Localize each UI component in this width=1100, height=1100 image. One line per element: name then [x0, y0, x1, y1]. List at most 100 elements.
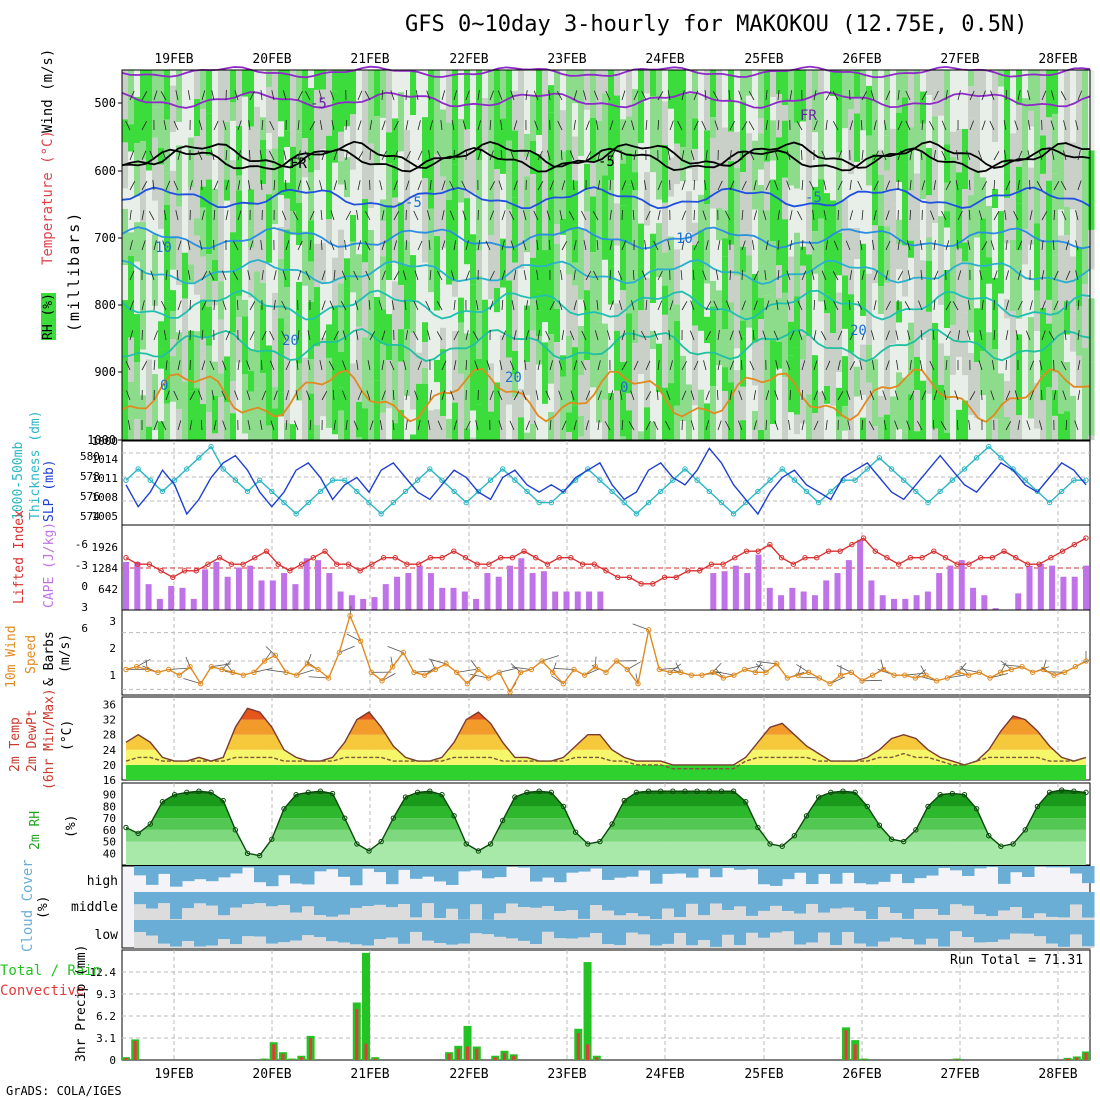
cloud-bar [710, 892, 723, 904]
wind-barb [957, 210, 963, 221]
wind-barb [269, 330, 275, 341]
rh-cell [356, 226, 363, 255]
rh-cell [170, 236, 177, 270]
rh-cell [176, 70, 183, 122]
cloud-bar [458, 866, 471, 872]
rh-cell [440, 248, 447, 328]
wind-barb [558, 360, 563, 371]
rh-cell [542, 403, 549, 440]
rh-cell [194, 263, 201, 295]
rh-cell [830, 96, 837, 168]
cloud-level-label: high [87, 874, 118, 889]
rh-cell [782, 70, 789, 106]
cloud-bar [698, 866, 711, 869]
slp-panel [121, 440, 1091, 526]
rh-cell [248, 70, 255, 127]
rh-cell [266, 262, 273, 346]
rh-cell [908, 127, 915, 191]
wind-barb [1005, 270, 1009, 281]
rh-cell [560, 280, 567, 356]
cloud-bar [482, 892, 495, 920]
wind-barb [260, 90, 263, 101]
cloud-bar [686, 892, 699, 904]
wind-barb [609, 240, 613, 251]
wind-barb [200, 419, 203, 431]
rh-cell [764, 210, 771, 296]
wind-barb [261, 359, 263, 371]
rh-cell [548, 383, 555, 412]
wind-barb [381, 120, 386, 131]
wind-barb [774, 390, 779, 401]
wind-barb [305, 180, 311, 191]
rh-cell [530, 423, 537, 440]
rh-cell [920, 199, 927, 261]
lifted-index-line-marker [1013, 554, 1019, 561]
rh-cell [1052, 173, 1059, 256]
wind-barb [436, 331, 443, 341]
rh-cell [926, 148, 933, 196]
rh-cell [1028, 110, 1035, 127]
cloud-bar [974, 866, 987, 869]
rh-cell [590, 117, 597, 163]
rh-cell [1046, 70, 1053, 118]
rh-cell [728, 131, 735, 162]
wind-barb [1017, 240, 1023, 251]
rh-cell [356, 70, 363, 105]
rh-cell [476, 275, 483, 359]
rh-cell [584, 290, 591, 361]
cloud-gap [446, 908, 459, 920]
rh-cell [980, 395, 987, 440]
cloud-bar [374, 892, 387, 905]
cape-bar [427, 573, 434, 610]
rh-cell [476, 126, 483, 161]
rh-band [126, 829, 1086, 842]
wind-barb [748, 121, 755, 131]
rh-cell [776, 368, 783, 440]
wind-barb [369, 330, 376, 341]
wind-barb [991, 360, 995, 371]
wind10-label-3: & Barbs [42, 631, 57, 686]
wind-barb [545, 390, 551, 401]
rh-cell [842, 128, 849, 200]
rh-cell [272, 347, 279, 388]
cloud-bar [422, 866, 435, 877]
wind-barb [681, 360, 687, 371]
wind-barb [632, 210, 635, 221]
wind-barb [511, 300, 515, 311]
wind-barb [573, 120, 576, 131]
wind-barb [657, 210, 661, 221]
wind-barb [510, 150, 515, 161]
rh-cell [236, 70, 243, 127]
rh-cell [596, 373, 603, 423]
wind-barb [861, 210, 864, 221]
rh-cell [842, 328, 849, 357]
rh-cell [200, 207, 207, 257]
rh-cell [338, 283, 345, 352]
wind-barb [211, 90, 215, 101]
wind-barb [425, 300, 431, 311]
rh-cell [1058, 235, 1065, 311]
rh-cell [578, 415, 585, 437]
rh-cell [722, 391, 729, 440]
wind-barb [1041, 90, 1047, 101]
rh-cell [932, 428, 939, 440]
rh-cell [308, 301, 315, 334]
rh-cell [410, 409, 417, 435]
rh-cell [782, 177, 789, 220]
cloud-bar [530, 866, 543, 882]
rh-cell [866, 70, 873, 86]
rh-cell [1022, 98, 1029, 153]
lifted-index-line-marker [205, 561, 211, 567]
wind-barb [149, 150, 155, 161]
rh-cell [140, 70, 147, 95]
rh-cell [536, 70, 543, 136]
thickness-line-marker [147, 477, 154, 483]
wind-barb [872, 240, 875, 251]
wind-barb [930, 210, 935, 221]
wind-barb [667, 150, 671, 161]
rh-cell [734, 275, 741, 349]
wind-barb [282, 270, 287, 281]
wind-barb [941, 210, 947, 221]
cloud-gap [314, 937, 327, 948]
rh-cell [944, 328, 951, 356]
